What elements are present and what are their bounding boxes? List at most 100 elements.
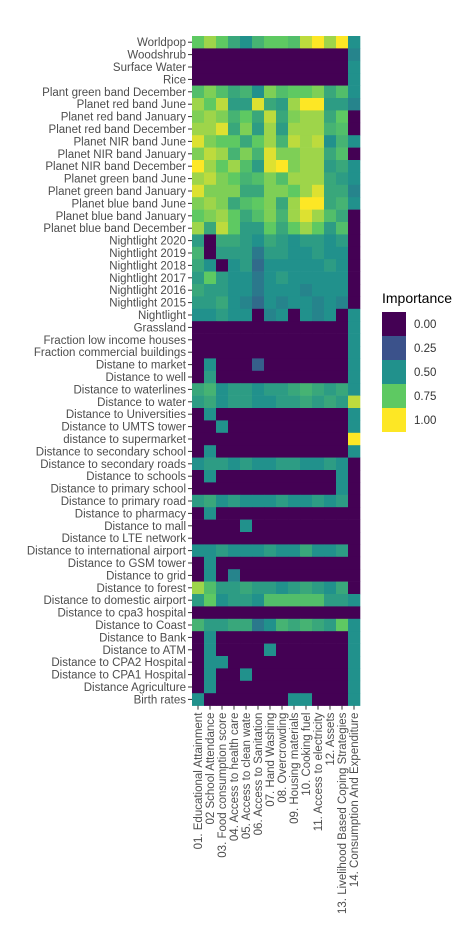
heatmap-cell [252,147,265,161]
heatmap-cell [288,222,301,235]
x-tick-label: 03. Food consumption score [217,713,229,858]
heatmap-cell [216,594,229,607]
heatmap-cell [192,308,205,322]
heatmap-cell [216,395,229,409]
heatmap-cell [252,457,265,471]
y-tick-label: Planet NIR band June [73,136,186,148]
heatmap-cell [348,36,361,49]
heatmap-cell [252,656,265,669]
heatmap-cell [336,445,349,458]
y-tick-label: Distance to UMTS tower [61,422,186,434]
heatmap-cell [336,333,349,347]
heatmap-cell [336,581,349,595]
heatmap-cell [240,246,253,260]
heatmap-cell [276,110,289,124]
heatmap-cell [228,680,241,694]
heatmap-cell [216,333,229,347]
heatmap-cell [264,383,277,396]
heatmap-cell [252,445,265,458]
y-tick-label: distance to supermarket [63,434,187,446]
heatmap-cell [276,544,289,558]
heatmap-cell [276,36,289,49]
heatmap-cell [252,470,265,483]
heatmap-cell [204,606,217,620]
heatmap-cell [324,581,337,595]
heatmap-cell [264,98,277,111]
heatmap-cell [252,184,265,198]
heatmap-cell [312,643,325,657]
heatmap-cell [240,643,253,657]
heatmap-cell [252,606,265,620]
heatmap-cell [216,618,229,632]
heatmap-cell [324,308,337,322]
y-tick-label: Distance to water [97,397,186,409]
heatmap-cell [312,73,325,86]
heatmap-cell [276,395,289,409]
heatmap-cell [336,693,349,706]
heatmap-cell [216,581,229,595]
heatmap-cell [300,370,313,384]
heatmap-cell [228,457,241,471]
heatmap-cell [264,296,277,310]
heatmap-cell [228,197,241,210]
heatmap-cell [252,581,265,595]
legend-label: 0.75 [414,391,436,403]
heatmap-cell [252,532,265,545]
heatmap-cell [276,445,289,458]
heatmap-cell [324,284,337,297]
heatmap-cell [240,222,253,235]
heatmap-cell [192,36,205,49]
heatmap-cell [240,333,253,347]
legend-key [382,336,406,360]
heatmap-cell [240,259,253,272]
heatmap-cell [312,569,325,582]
heatmap-cell [324,172,337,186]
y-tick-label: Distance to waterlines [74,384,187,396]
heatmap-cell [228,346,241,359]
heatmap-cell [192,346,205,359]
heatmap-cell [312,383,325,396]
heatmap-cell [216,36,229,49]
heatmap-cell [312,48,325,62]
x-tick-label: 13. Livelihood Based Coping Strategies [337,712,349,914]
heatmap-cell [192,693,205,706]
heatmap-cell [264,544,277,558]
heatmap-cell [228,296,241,310]
heatmap-cell [312,556,325,570]
heatmap-cell [324,693,337,706]
heatmap-cell [312,85,325,99]
heatmap-cell [324,482,337,496]
heatmap-cell [324,656,337,669]
heatmap-cell [192,519,205,533]
heatmap-cell [312,36,325,49]
heatmap-cell [252,569,265,582]
heatmap-cell [252,680,265,694]
heatmap-cell [348,333,361,347]
heatmap-cell [336,110,349,124]
heatmap-cell [288,519,301,533]
heatmap-cell [348,556,361,570]
heatmap-cell [312,544,325,558]
heatmap-cell [264,271,277,285]
heatmap-cell [324,569,337,582]
heatmap-cell [348,234,361,248]
heatmap-cell [276,296,289,310]
heatmap-cell [324,668,337,682]
heatmap-cell [264,222,277,235]
heatmap-cell [312,581,325,595]
heatmap-cell [336,271,349,285]
heatmap-cell [240,271,253,285]
heatmap-cell [192,631,205,644]
heatmap-cell [288,656,301,669]
heatmap-cell [192,184,205,198]
x-axis: 01. Educational Attainment 02 School Atte… [193,705,361,914]
heatmap-cell [192,420,205,434]
heatmap-cell [228,48,241,62]
heatmap-cell [300,408,313,421]
heatmap-cell [300,569,313,582]
y-tick-label: Distance to pharmacy [75,508,186,520]
heatmap-cell [204,98,217,111]
heatmap-cell [264,122,277,136]
legend-key [382,408,406,432]
legend: Importance 0.00 0.25 0.50 0.75 1.00 [382,290,452,432]
